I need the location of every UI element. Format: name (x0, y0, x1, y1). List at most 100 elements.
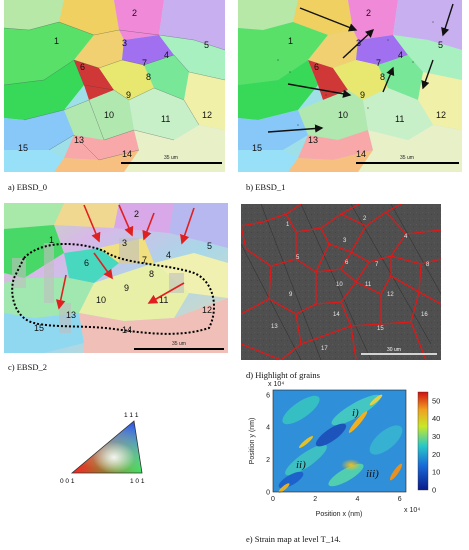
svg-text:8: 8 (380, 72, 385, 82)
ebsd-1-panel: 1 2 3 4 5 6 7 8 9 10 11 12 13 14 15 (238, 0, 462, 172)
svg-text:2: 2 (134, 209, 139, 219)
svg-text:4: 4 (398, 50, 403, 60)
annotation-i: i) (352, 407, 359, 419)
svg-text:35 um: 35 um (172, 341, 186, 347)
x-axis-label: Position x (nm) (316, 511, 363, 518)
y-tick-label: 4 (266, 425, 270, 432)
svg-text:2: 2 (363, 216, 367, 222)
svg-text:1 0 1: 1 0 1 (130, 478, 145, 485)
colorbar-tick-label: 0 (432, 486, 436, 495)
y-tick-label: 0 (266, 490, 270, 497)
svg-text:8: 8 (149, 269, 154, 279)
y-axis-label: Position y (nm) (249, 418, 256, 465)
ebsd-0-panel: 1 2 3 4 5 6 7 8 9 10 11 12 13 14 15 35 u… (4, 0, 225, 172)
svg-text:14: 14 (356, 149, 366, 159)
ipf-triangle: 1 1 1 0 0 1 1 0 1 (60, 412, 145, 485)
ebsd-1-arrows (267, 3, 454, 133)
x-tick-label: 0 (271, 496, 275, 503)
svg-text:15: 15 (34, 323, 44, 333)
sem-grain-boundaries (241, 204, 441, 360)
svg-text:10: 10 (104, 110, 114, 120)
ebsd-1-grain-labels: 1 2 3 4 5 6 7 8 9 10 11 12 13 14 15 (252, 8, 446, 159)
svg-text:7: 7 (375, 262, 379, 268)
y-tick-label: 2 (266, 457, 270, 464)
x-tick-label: 2 (313, 496, 317, 503)
svg-text:9: 9 (126, 90, 131, 100)
svg-text:2: 2 (132, 8, 137, 18)
ebsd-1-map: 1 2 3 4 5 6 7 8 9 10 11 12 13 14 15 (238, 0, 462, 172)
svg-text:8: 8 (146, 72, 151, 82)
svg-text:12: 12 (387, 292, 394, 298)
svg-text:5: 5 (207, 241, 212, 251)
svg-text:13: 13 (271, 324, 278, 330)
svg-text:7: 7 (142, 58, 147, 68)
caption-c: c) EBSD_2 (8, 362, 47, 372)
svg-text:9: 9 (360, 90, 365, 100)
colorbar-tick-label: 40 (432, 414, 440, 423)
svg-text:3: 3 (122, 238, 127, 248)
svg-text:6: 6 (80, 62, 85, 72)
svg-text:17: 17 (321, 346, 328, 352)
svg-text:15: 15 (18, 143, 28, 153)
svg-text:6: 6 (345, 260, 349, 266)
y-tick-label: 6 (266, 392, 270, 399)
svg-text:4: 4 (404, 234, 408, 240)
svg-text:0 0 1: 0 0 1 (60, 478, 75, 485)
svg-text:4: 4 (166, 250, 171, 260)
strain-colorbar (417, 391, 429, 491)
y-exponent: x 10⁴ (268, 381, 284, 388)
svg-text:30 um: 30 um (387, 347, 401, 353)
ebsd-2-arrows (55, 204, 195, 310)
svg-text:7: 7 (376, 58, 381, 68)
ebsd-2-dotted-region (11, 243, 215, 335)
sem-panel: 1 2 3 4 5 6 7 8 9 10 11 12 13 14 15 16 1… (241, 204, 441, 360)
svg-text:4: 4 (164, 50, 169, 60)
svg-text:2: 2 (366, 8, 371, 18)
svg-text:35 um: 35 um (400, 155, 414, 161)
ebsd-0-map: 1 2 3 4 5 6 7 8 9 10 11 12 13 14 15 35 u… (4, 0, 225, 172)
svg-text:3: 3 (122, 38, 127, 48)
svg-text:7: 7 (142, 255, 147, 265)
svg-text:13: 13 (74, 135, 84, 145)
svg-text:1 1 1: 1 1 1 (124, 412, 139, 419)
strain-map-chart: i) ii) iii) 0 2 4 6 0 2 4 6 x 10⁴ x 10⁴ Positi… (249, 381, 440, 518)
svg-text:1: 1 (288, 36, 293, 46)
svg-text:1: 1 (49, 235, 54, 245)
ebsd-2-grain-labels: 1 2 3 4 5 6 7 8 9 10 11 12 13 14 15 (34, 209, 212, 335)
x-tick-label: 6 (398, 496, 402, 503)
svg-text:5: 5 (438, 40, 443, 50)
svg-text:11: 11 (395, 114, 404, 124)
caption-a: a) EBSD_0 (8, 182, 47, 192)
svg-text:11: 11 (365, 282, 372, 288)
caption-b: b) EBSD_1 (246, 182, 286, 192)
ebsd-2-panel: 1 2 3 4 5 6 7 8 9 10 11 12 13 14 15 35 u… (4, 203, 228, 353)
svg-text:12: 12 (202, 305, 212, 315)
svg-text:6: 6 (314, 62, 319, 72)
svg-text:15: 15 (377, 326, 384, 332)
svg-text:12: 12 (436, 110, 446, 120)
svg-text:5: 5 (296, 255, 300, 261)
svg-text:6: 6 (84, 258, 89, 268)
caption-e: e) Strain map at level T_14. (246, 534, 341, 544)
svg-text:5: 5 (204, 40, 209, 50)
ebsd-2-map: 1 2 3 4 5 6 7 8 9 10 11 12 13 14 15 35 u… (4, 203, 228, 353)
x-tick-label: 4 (355, 496, 359, 503)
annotation-ii: ii) (296, 459, 306, 471)
svg-text:10: 10 (338, 110, 348, 120)
ebsd-0-grain-labels: 1 2 3 4 5 6 7 8 9 10 11 12 13 14 15 (18, 8, 212, 159)
svg-text:1: 1 (54, 36, 59, 46)
svg-text:16: 16 (421, 312, 428, 318)
svg-text:8: 8 (426, 262, 430, 268)
sem-image: 1 2 3 4 5 6 7 8 9 10 11 12 13 14 15 16 1… (241, 204, 441, 360)
svg-text:14: 14 (333, 312, 340, 318)
x-exponent: x 10⁴ (404, 507, 420, 514)
svg-text:13: 13 (66, 310, 76, 320)
svg-text:1: 1 (286, 222, 290, 228)
svg-text:10: 10 (336, 282, 343, 288)
strain-map-panel: i) ii) iii) 0 2 4 6 0 2 4 6 x 10⁴ x 10⁴ Positi… (246, 380, 466, 528)
svg-text:13: 13 (308, 135, 318, 145)
svg-text:11: 11 (161, 114, 170, 124)
colorbar-tick-label: 30 (432, 432, 440, 441)
colorbar-tick-label: 20 (432, 450, 440, 459)
svg-text:35 um: 35 um (164, 155, 178, 161)
